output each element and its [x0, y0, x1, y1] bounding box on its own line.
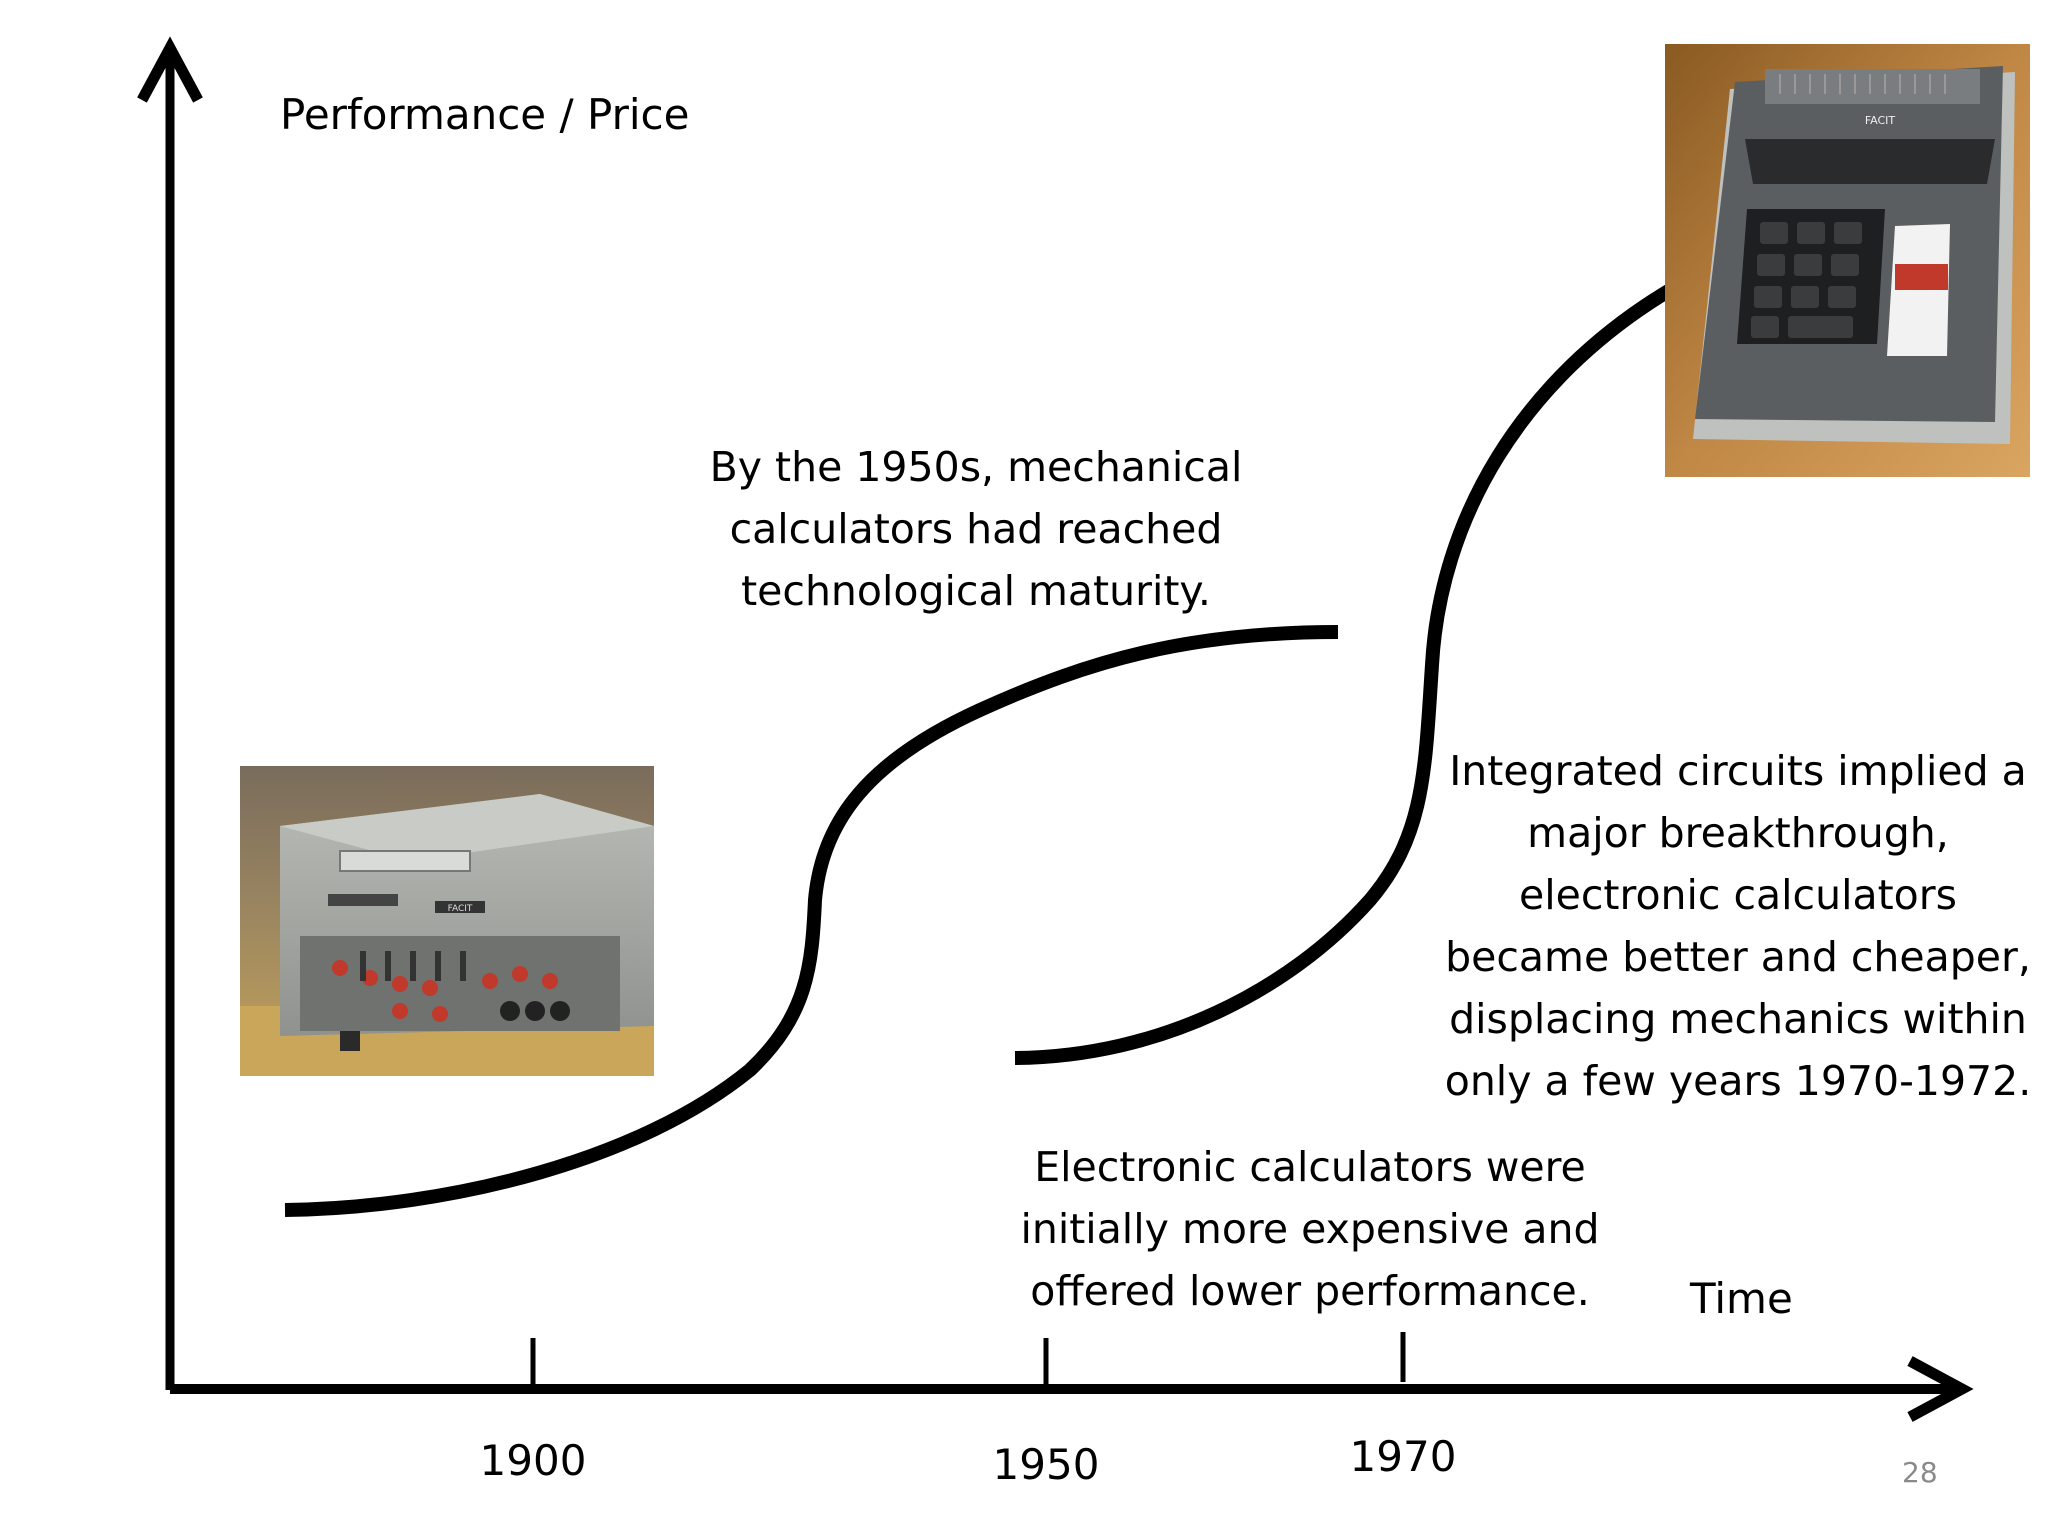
y-axis-arrow [137, 36, 203, 103]
x-axis-arrow [1907, 1356, 1974, 1422]
annotation-breakthrough: Integrated circuits implied a major brea… [1444, 747, 2032, 1105]
y-axis-label: Performance / Price [280, 90, 690, 139]
electronic-brand-text: FACIT [1865, 114, 1896, 127]
electronic-calculator-image: FACIT [1665, 44, 2030, 477]
x-axis-label: Time [1690, 1274, 1793, 1323]
mechanical-curve [284, 625, 1339, 1217]
annotation-maturity: By the 1950s, mechanical calculators had… [709, 443, 1243, 615]
mechanical-brand-text: FACIT [448, 904, 473, 914]
tick-label-1950: 1950 [992, 1440, 1100, 1489]
tick-label-1970: 1970 [1349, 1432, 1457, 1481]
mechanical-calculator-image: FACIT [240, 766, 654, 1076]
annotation-initial: Electronic calculators were initially mo… [1020, 1143, 1600, 1315]
tick-label-1900: 1900 [479, 1436, 587, 1485]
page-number: 28 [1902, 1456, 1938, 1489]
electronic-curve [1014, 283, 1674, 1065]
